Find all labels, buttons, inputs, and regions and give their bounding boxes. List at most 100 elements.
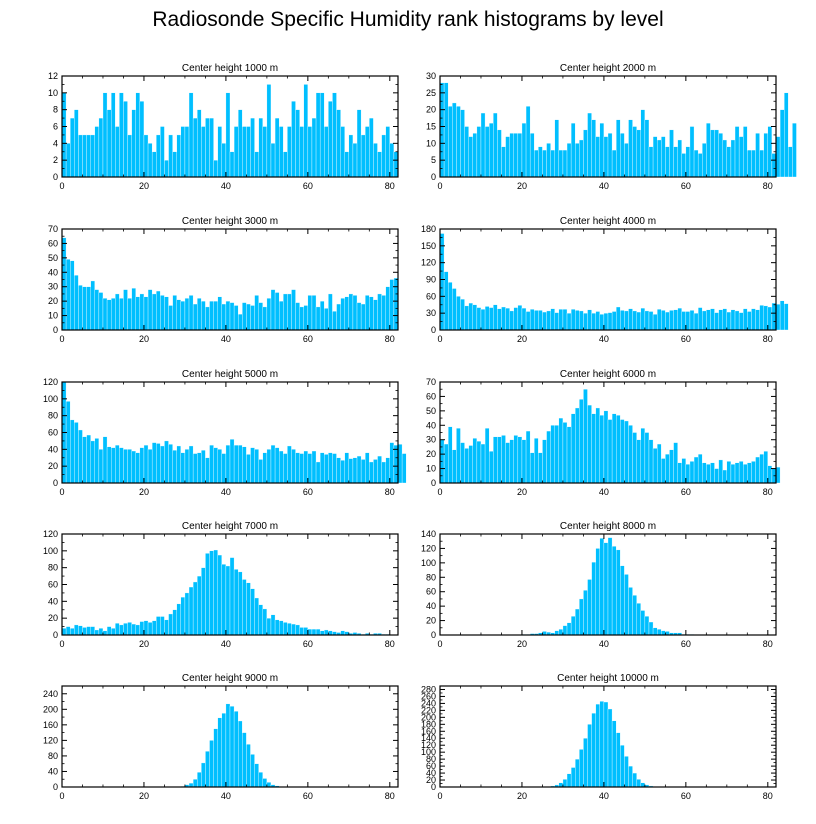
y-tick-label: 6 [53,122,58,132]
histogram-bar [172,295,177,331]
histogram-bar [566,622,572,636]
histogram-bar [250,117,255,178]
histogram-bar [624,420,629,484]
histogram-bar [233,126,239,178]
y-tick-label: 40 [426,601,436,611]
histogram-bar [221,564,227,636]
histogram-bar [287,126,292,178]
histogram-bar [303,627,309,636]
histogram-bar [472,133,478,178]
x-tick-label: 20 [139,334,149,344]
histogram-bar [319,92,325,178]
histogram-bar [505,307,510,331]
histogram-bar [570,616,576,636]
histogram-bar [755,309,760,331]
histogram-bar [332,92,337,178]
histogram-bar [328,293,333,331]
histogram-bar [291,101,296,178]
histogram-bar [566,426,572,484]
x-tick-label: 80 [385,791,395,801]
histogram-bar [570,122,576,178]
histogram-bar [648,146,654,178]
y-tick-label: 20 [48,461,58,471]
x-tick-label: 20 [139,487,149,497]
histogram-bar [583,389,588,484]
histogram-bar [213,300,218,331]
histogram-bar [575,758,580,788]
histogram-bar [759,453,764,484]
histogram-bar [673,146,678,178]
x-tick-label: 40 [221,639,231,649]
histogram-bar [763,451,768,484]
histogram-bar [70,628,75,636]
y-tick-label: 0 [431,325,436,335]
histogram-bar [587,404,592,484]
histogram-bar [775,136,781,178]
histogram-bar [767,306,773,331]
histogram-bar [587,579,592,636]
histogram-bar [546,143,551,178]
y-tick-label: 5 [431,155,436,165]
histogram-bar [710,462,715,484]
histogram-bar [393,151,399,178]
histogram-bar [579,749,584,788]
histogram-bar [743,308,748,331]
histogram-bar [262,778,268,788]
histogram-bar [755,456,760,484]
histogram-bar [278,450,284,484]
histogram-bar [743,126,748,178]
x-tick-label: 40 [599,487,609,497]
histogram-bar [603,312,609,331]
histogram-bar [266,298,272,331]
y-tick-label: 260 [421,691,436,701]
histogram-bar [70,419,75,484]
histogram-bar [94,629,100,636]
histogram-bar [119,92,124,178]
histogram-bar [172,449,177,484]
y-tick-label: 120 [421,258,436,268]
histogram-bar [262,452,268,484]
histogram-bar [616,549,621,636]
histogram-bar [628,308,633,331]
y-tick-label: 100 [421,558,436,568]
y-tick-label: 180 [421,224,436,234]
x-tick-label: 20 [517,487,527,497]
x-tick-label: 80 [763,639,773,649]
histogram-bar [299,453,304,484]
histogram-bar [738,312,744,331]
histogram-bar [78,625,83,636]
histogram-bar [74,109,79,178]
histogram-bar [70,260,75,331]
histogram-bar [595,136,600,178]
x-tick-label: 80 [763,487,773,497]
histogram-bar [595,407,600,484]
y-tick-label: 2 [53,155,58,165]
histogram-bar [90,626,95,636]
histogram-bar [611,149,617,178]
histogram-bar [632,432,637,484]
histogram-bar [373,459,378,484]
histogram-bar [180,452,186,484]
y-tick-label: 0 [431,172,436,182]
y-tick-label: 60 [48,580,58,590]
histogram-bar [270,289,276,331]
histogram-bar [702,143,707,178]
x-tick-label: 20 [139,791,149,801]
histogram-bar [94,438,100,484]
histogram-bar [628,425,633,484]
histogram-bar [448,282,453,331]
histogram-bar [710,129,715,178]
histogram-bar [779,300,785,331]
histogram-bar [456,296,461,331]
histogram-bar [697,453,703,484]
histogram-bar [176,134,182,178]
histogram-bar [747,311,752,331]
histogram-bar [86,626,91,636]
histogram-bar [102,92,108,178]
histogram-bar [730,464,736,484]
histogram-panel-6: Center height 6000 m 0 20 40 60 80 0 10 20 30 40 50… [426,369,781,497]
histogram-bar [246,126,251,178]
histogram-bar [233,711,239,788]
histogram-bar [135,624,141,636]
x-tick-label: 60 [303,181,313,191]
